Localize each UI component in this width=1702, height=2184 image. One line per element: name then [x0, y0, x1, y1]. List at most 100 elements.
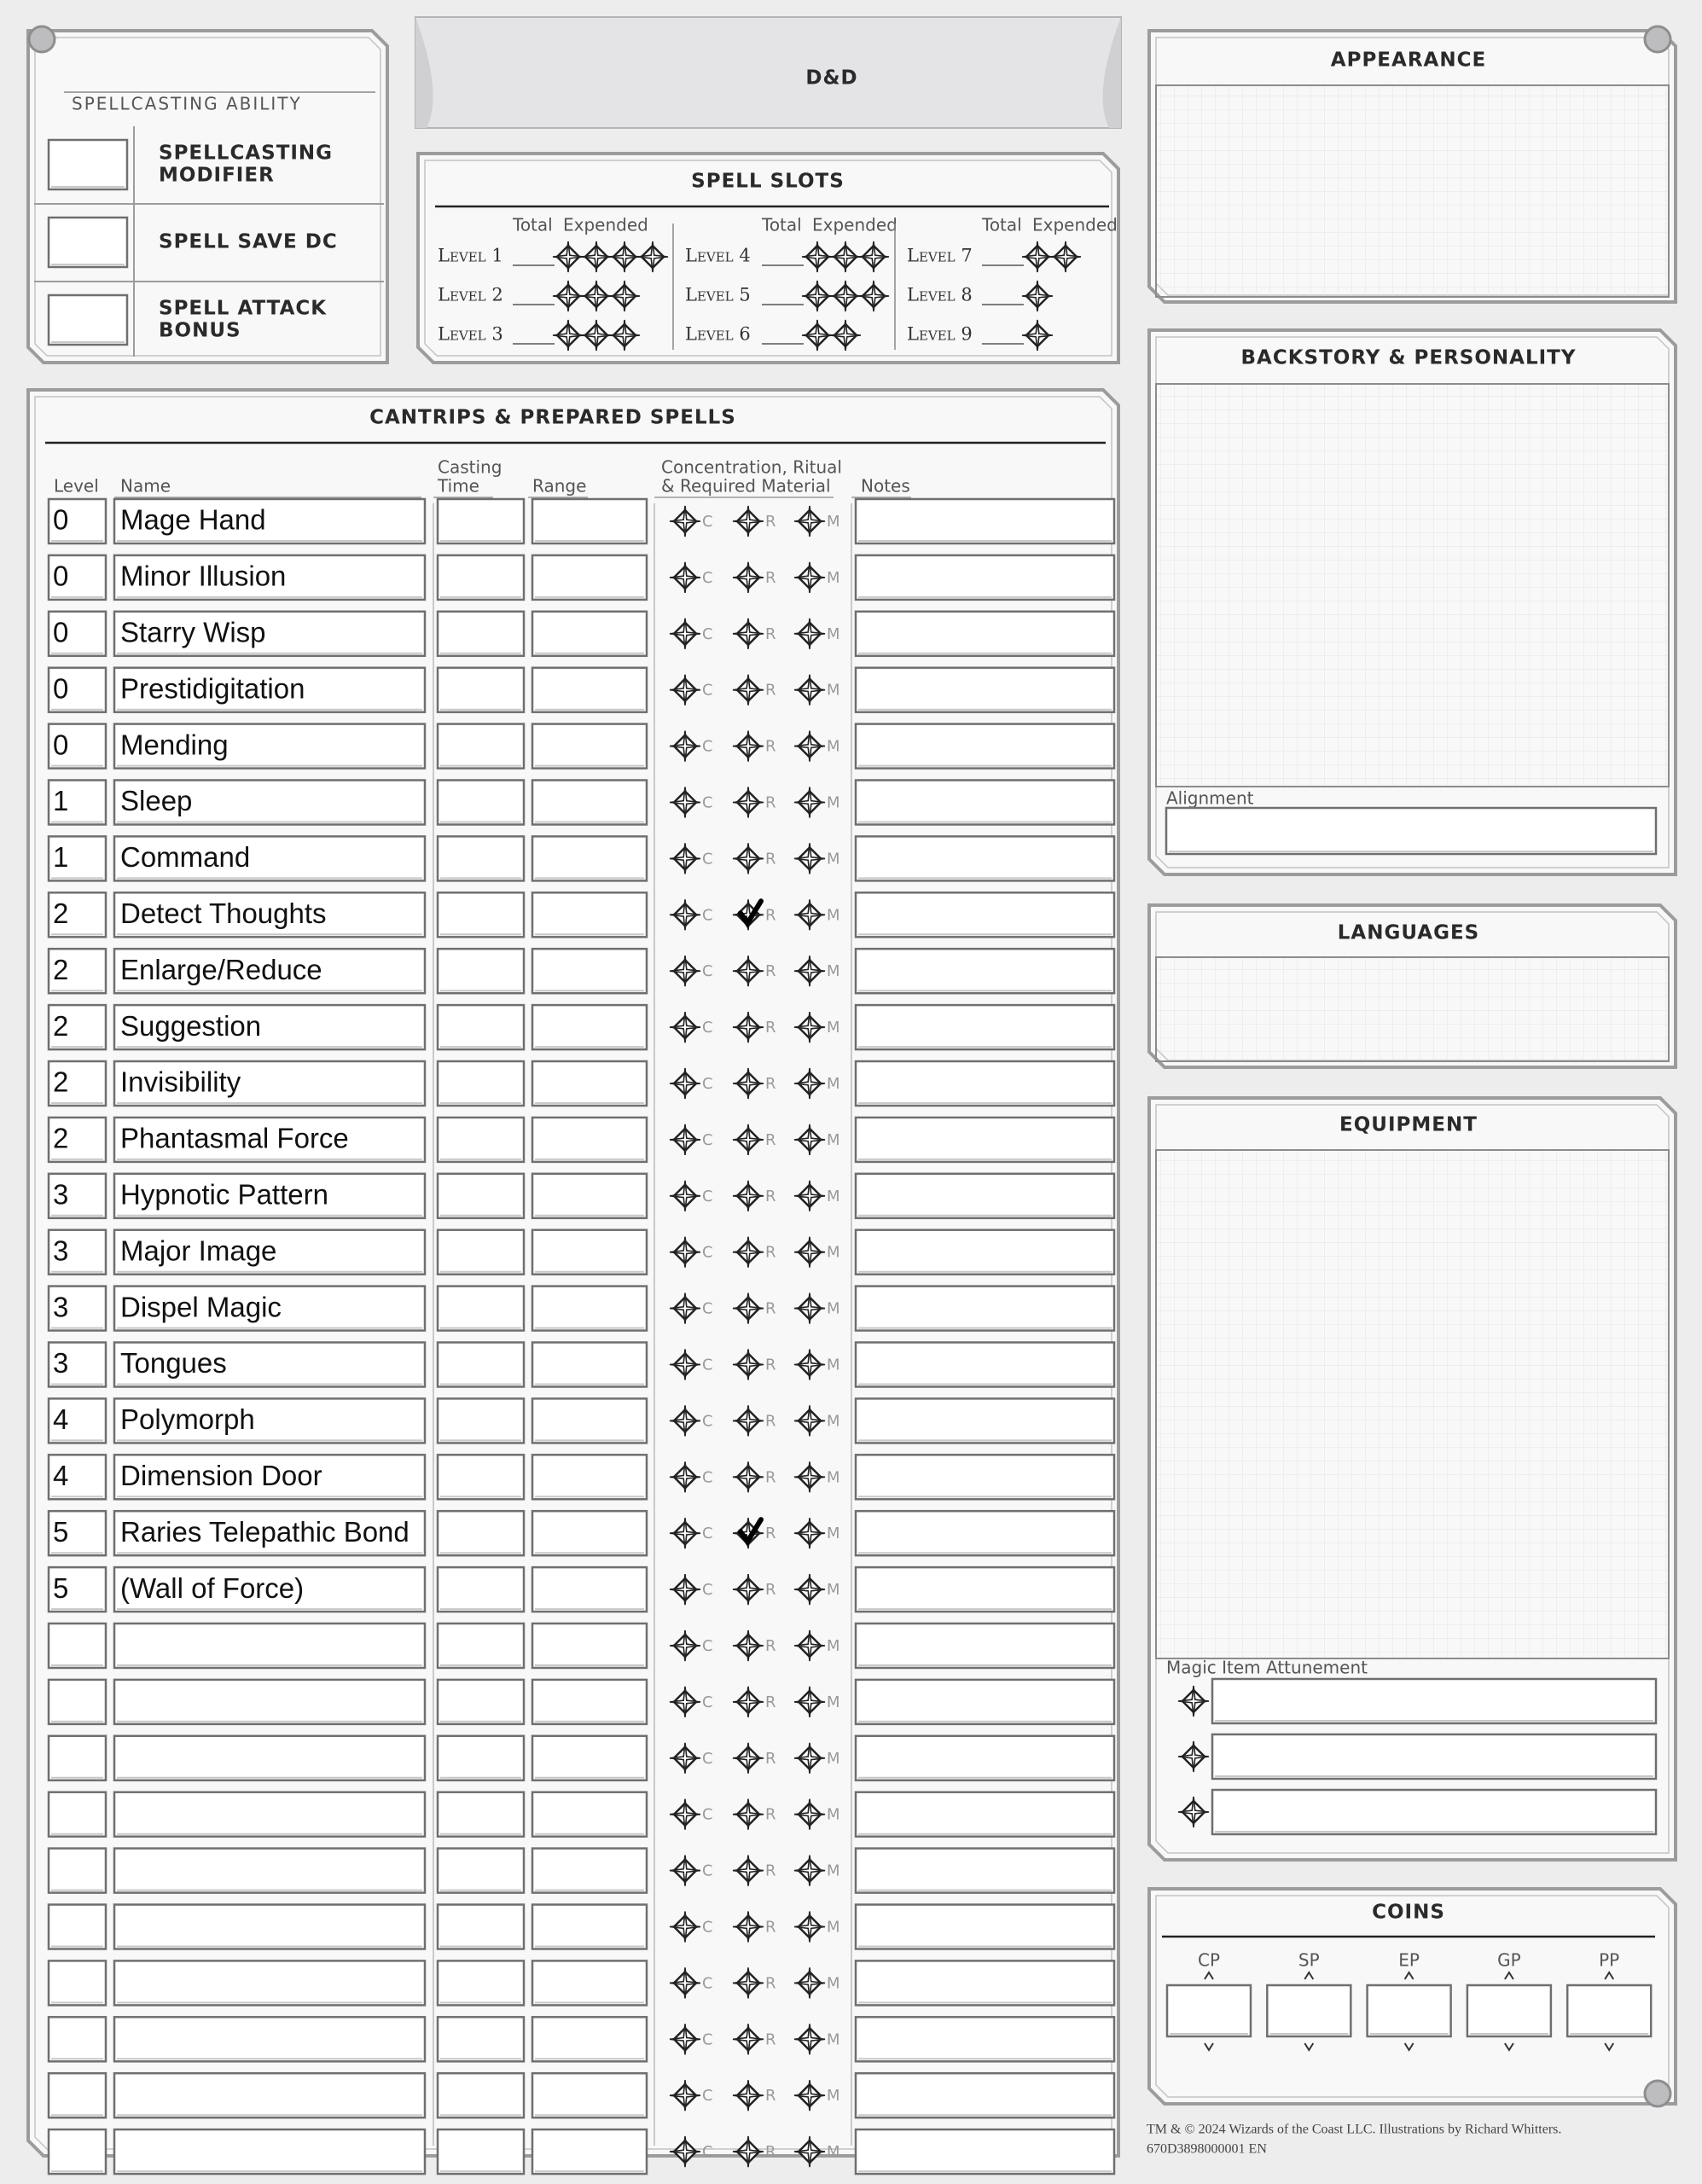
crm-flag: R — [765, 1806, 776, 1824]
range-box — [531, 1228, 648, 1275]
crm-diamond — [793, 899, 826, 931]
casting-time-box — [436, 1903, 526, 1950]
name-box — [113, 892, 427, 938]
slot-diamond — [1049, 241, 1082, 273]
crm-diamond — [793, 787, 826, 818]
spell-name: Mage Hand — [120, 504, 266, 536]
casting-time-box — [436, 1509, 526, 1557]
crm-diamond-star — [732, 956, 764, 987]
crm-flag: M — [827, 1188, 840, 1205]
attunement-label: Magic Item Attunement — [1166, 1658, 1368, 1678]
crm-diamond-star — [793, 1012, 826, 1043]
languages-title: LANGUAGES — [1338, 922, 1480, 944]
crm-diamond — [793, 1574, 826, 1606]
coin-arrow-down — [1403, 2042, 1414, 2052]
spell-level: 0 — [53, 617, 68, 648]
crm-flag: R — [765, 962, 776, 980]
crm-flag: C — [702, 625, 713, 643]
range-box — [531, 1172, 648, 1220]
notes-box — [854, 779, 1116, 826]
coin-label: PP — [1599, 1950, 1619, 1971]
crm-flag: C — [702, 1131, 713, 1149]
spell-name: Dimension Door — [120, 1460, 322, 1491]
name-box — [113, 1791, 427, 1838]
range-box — [531, 1622, 648, 1670]
spell-name: Suggestion — [120, 1010, 261, 1042]
crm-diamond-star — [732, 1067, 764, 1100]
notes-box — [854, 1172, 1116, 1220]
crm-diamond — [669, 1967, 701, 1999]
backstory-panel-inner — [1155, 336, 1670, 868]
level-box — [47, 2128, 107, 2175]
crm-diamond — [669, 1855, 701, 1886]
crm-diamond-star — [669, 2024, 701, 2055]
crm-diamond-star — [732, 1236, 764, 1268]
slot-level-label: Level 6 — [685, 324, 751, 345]
crm-diamond-star — [669, 674, 701, 706]
crm-diamond-star — [793, 1686, 826, 1717]
name-box — [113, 1565, 427, 1613]
crm-diamond — [669, 618, 701, 649]
slot-diamond — [829, 319, 862, 351]
crm-flag: M — [827, 1862, 840, 1880]
notes-box — [854, 1509, 1116, 1557]
backstory-panel-grid — [1155, 383, 1670, 787]
notes-header: Notes — [861, 476, 910, 497]
notes-box — [854, 1285, 1116, 1332]
crm-flag: R — [765, 1974, 776, 1992]
banner-curtain-right — [1102, 17, 1121, 128]
corner-ornament — [1643, 2079, 1672, 2108]
coin-label: EP — [1398, 1950, 1420, 1971]
crm-diamond — [732, 1967, 764, 1999]
coin-box — [1466, 1984, 1553, 2038]
notes-box — [854, 723, 1116, 770]
crm-diamond — [793, 618, 826, 649]
casting-time-box — [436, 1960, 526, 2007]
slot-diamond — [608, 319, 641, 351]
slot-diamond-star — [580, 319, 613, 351]
crm-diamond-star — [732, 1012, 764, 1043]
spell-level: 0 — [53, 672, 68, 704]
crm-diamond-star — [793, 1855, 826, 1886]
crm-diamond — [669, 2024, 701, 2055]
crm-flag: C — [702, 2143, 713, 2161]
crm-diamond — [669, 674, 701, 706]
spell-level: 1 — [53, 785, 68, 816]
backstory-title: BACKSTORY & PERSONALITY — [1240, 347, 1576, 369]
slot-diamond-star — [857, 241, 890, 273]
crm-diamond-star — [669, 561, 701, 593]
name-box — [113, 497, 427, 545]
slot-diamond — [829, 241, 862, 273]
spell-name: Invisibility — [120, 1066, 241, 1098]
appearance-panel-grid — [1155, 84, 1670, 298]
level-box — [47, 1003, 107, 1051]
crm-flag: R — [765, 1188, 776, 1205]
level-box — [47, 2071, 107, 2119]
crm-diamond-star — [732, 2136, 764, 2168]
slot-diamond — [636, 241, 669, 273]
crm-flag: M — [827, 1525, 840, 1542]
coin-arrow-down — [1504, 2042, 1514, 2052]
crm-diamond — [669, 899, 701, 931]
crm-diamond — [669, 561, 701, 593]
crm-diamond-star — [793, 1461, 826, 1493]
crm-diamond — [669, 1405, 701, 1437]
crm-diamond-star — [669, 1067, 701, 1100]
crm-diamond-star — [732, 1574, 764, 1606]
crm-diamond-star — [669, 843, 701, 874]
attunement-box — [1211, 1788, 1658, 1836]
attunement-box — [1211, 1733, 1658, 1780]
crm-diamond-star — [793, 730, 826, 762]
ability-field-label: SPELL ATTACK — [159, 298, 327, 320]
crm-flag: C — [702, 2030, 713, 2048]
ability-box — [47, 138, 129, 191]
slot-diamond — [1021, 319, 1054, 351]
crm-diamond-star — [793, 618, 826, 649]
notes-box — [854, 1116, 1116, 1164]
crm-diamond-star — [793, 2024, 826, 2055]
name-box — [113, 835, 427, 882]
coin-arrow-down — [1304, 2042, 1315, 2052]
crm-diamond-star — [669, 1911, 701, 1943]
crm-flag: C — [702, 1188, 713, 1205]
